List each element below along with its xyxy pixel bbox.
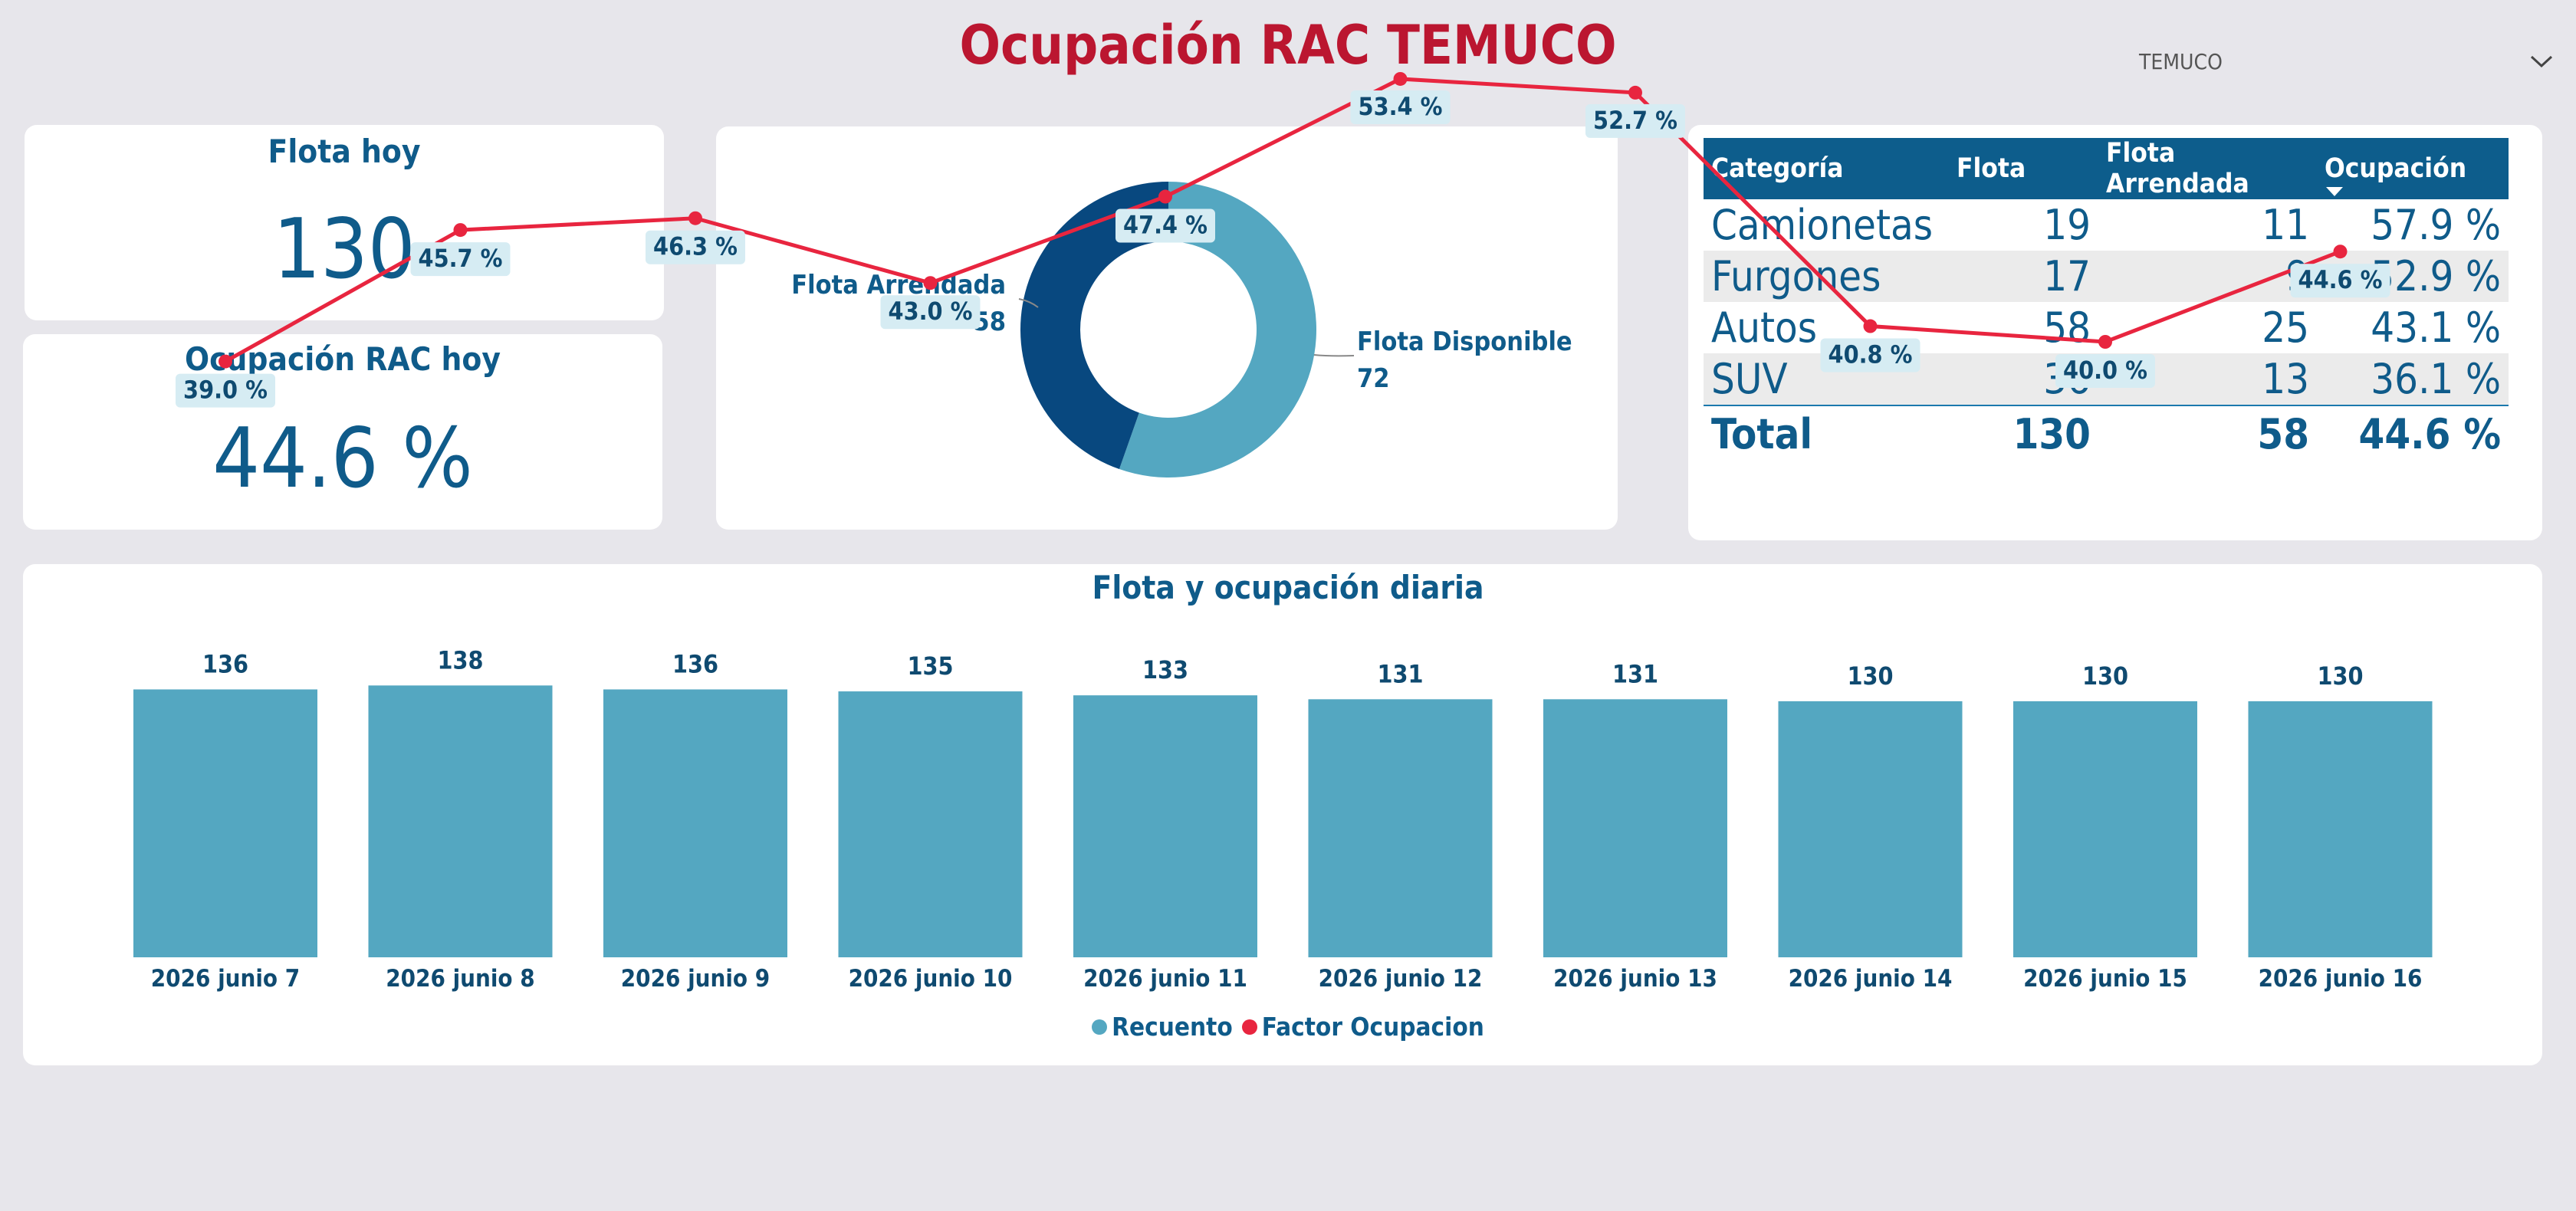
header-flota[interactable]: Flota <box>1949 138 2098 199</box>
cell-leased: 13 <box>2098 353 2317 405</box>
slicer-value: TEMUCO <box>2139 48 2223 74</box>
cell-leased: 25 <box>2262 304 2309 352</box>
donut-label-leased: Flota Arrendada 58 <box>779 267 1006 340</box>
cell-total-occupancy: 44.6 % <box>2317 405 2509 461</box>
cell-total-label: Total <box>1704 405 1949 461</box>
cell-total-fleet: 130 <box>1949 405 2098 461</box>
chart-legend: Recuento Factor Ocupacion <box>0 1012 2576 1042</box>
donut-label-available: Flota Disponible 72 <box>1357 323 1572 397</box>
cell-category: Furgones <box>1704 251 1949 302</box>
kpi-label: Flota hoy <box>268 133 421 170</box>
leased-label: Flota Arrendada <box>791 270 1006 300</box>
cell-fleet: 58 <box>2043 304 2091 352</box>
header-categoria[interactable]: Categoría <box>1704 138 1949 199</box>
cell-fleet: 36 <box>1949 353 2098 405</box>
kpi-card-fleet: Flota hoy 130 <box>25 125 664 320</box>
page-title: Ocupación RAC TEMUCO <box>959 14 1617 77</box>
cell-fleet: 17 <box>1949 251 2098 302</box>
legend-label: Recuento <box>1112 1012 1233 1042</box>
legend-dot-icon <box>1241 1019 1257 1035</box>
legend-item-recuento[interactable]: Recuento <box>1092 1012 1233 1042</box>
leader-line-available <box>1313 354 1355 357</box>
chevron-down-icon[interactable] <box>2522 46 2561 77</box>
header-ocupacion-label: Ocupación <box>2325 153 2467 184</box>
table-total-row: Total 130 58 44.6 % <box>1704 405 2509 461</box>
daily-chart-card <box>23 564 2542 1065</box>
table-row[interactable]: SUV 36 13 36.1 % <box>1704 353 2509 405</box>
cell-leased: 9 <box>2098 251 2317 302</box>
header-ocupacion[interactable]: Ocupación <box>2317 138 2509 199</box>
table-row[interactable]: Autos 58 25 43.1 % <box>1704 302 2509 353</box>
legend-dot-icon <box>1092 1019 1108 1035</box>
kpi-card-occupancy: Ocupación RAC hoy 44.6 % <box>23 334 662 530</box>
legend-item-factor[interactable]: Factor Ocupacion <box>1241 1012 1484 1042</box>
table-row[interactable]: Camionetas 19 11 57.9 % <box>1704 199 2509 251</box>
category-table: Categoría Flota Flota Arrendada Ocupació… <box>1704 138 2509 461</box>
table-row[interactable]: Furgones 17 9 52.9 % <box>1704 251 2509 302</box>
cell-occupancy: 43.1 % <box>2371 304 2501 352</box>
sort-desc-icon <box>2326 187 2343 196</box>
occupancy-point[interactable] <box>1628 85 1642 100</box>
kpi-label: Ocupación RAC hoy <box>184 340 501 378</box>
city-slicer[interactable]: TEMUCO <box>2131 38 2561 84</box>
chart-title: Flota y ocupación diaria <box>1092 569 1484 606</box>
cell-category: Camionetas <box>1711 201 1934 249</box>
legend-label: Factor Ocupacion <box>1261 1012 1484 1042</box>
cell-occupancy: 36.1 % <box>2317 353 2509 405</box>
available-value: 72 <box>1357 363 1390 394</box>
donut-card: Flota Arrendada 58 Flota Disponible 72 <box>716 126 1618 530</box>
cell-category: Autos <box>1711 304 1818 352</box>
available-label: Flota Disponible <box>1357 327 1572 357</box>
cell-occupancy: 52.9 % <box>2317 251 2509 302</box>
leased-value: 58 <box>973 307 1006 337</box>
occupancy-label-bg <box>1350 90 1451 124</box>
cell-fleet: 19 <box>2043 201 2091 249</box>
cell-occupancy: 57.9 % <box>2371 201 2501 249</box>
occupancy-point[interactable] <box>688 211 702 225</box>
header-flota-arrendada[interactable]: Flota Arrendada <box>2098 138 2317 199</box>
kpi-value: 130 <box>273 202 416 297</box>
occupancy-data-label: 53.4 % <box>1359 92 1443 121</box>
cell-leased: 11 <box>2262 201 2309 249</box>
cell-total-leased: 58 <box>2098 405 2317 461</box>
kpi-value: 44.6 % <box>212 411 473 507</box>
cell-category: SUV <box>1704 353 1949 405</box>
